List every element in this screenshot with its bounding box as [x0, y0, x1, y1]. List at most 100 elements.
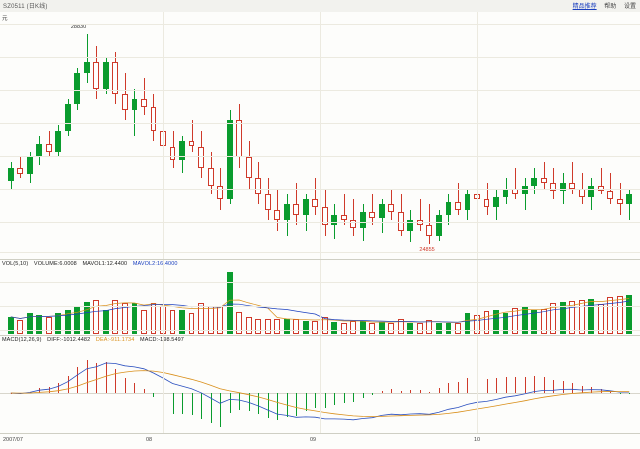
grid-line-v [477, 336, 478, 434]
candle-wick [391, 188, 392, 221]
top-links: 精品推荐 帮助 设置 [567, 1, 636, 10]
macd-bar [487, 378, 488, 393]
macd-bar [410, 389, 411, 393]
macd-bar [515, 377, 516, 393]
link-settings[interactable]: 设置 [623, 4, 636, 10]
candle-body [64, 104, 71, 131]
candle-body [312, 199, 319, 208]
candle-wick [315, 178, 316, 215]
volume-bar [464, 312, 471, 334]
volume-bar [369, 322, 376, 334]
macd-bar [296, 393, 297, 417]
macd-bar [192, 393, 193, 415]
macd-bar [315, 393, 316, 408]
candle-body [17, 167, 24, 174]
volume-bar [93, 299, 100, 334]
candle-body [569, 183, 576, 189]
candle-body [597, 185, 604, 192]
macd-bar [134, 383, 135, 393]
grid-line-v [163, 12, 164, 259]
macd-header: MACD(12,26,9) DIFF:-1012.4482 DEA:-911.1… [2, 337, 184, 343]
macd-bar [182, 393, 183, 415]
candle-body [179, 141, 185, 160]
grid-line-v [320, 12, 321, 259]
candle-body [426, 225, 433, 236]
candle-body [264, 193, 271, 210]
candle-body [616, 199, 623, 205]
candle-body [321, 207, 328, 226]
candle-body [217, 185, 224, 200]
high-annotation: 28830 [70, 24, 87, 31]
macd-bar [534, 375, 535, 393]
volume-bar [531, 310, 538, 334]
volume-bar [74, 306, 81, 334]
volume-header-ma1: MAVOL1:12.4400 [82, 261, 128, 267]
volume-bar [7, 316, 14, 334]
candle-body [607, 191, 614, 200]
volume-bar [559, 302, 566, 334]
volume-bar [607, 297, 614, 334]
macd-bar [496, 378, 497, 393]
candle-wick [629, 188, 630, 221]
candle-body [540, 178, 547, 184]
volume-bar [416, 322, 423, 334]
candle-body [302, 199, 309, 215]
volume-panel: VOL(5,10) VOLUME:6.0008 MAVOL1:12.4400 M… [0, 259, 640, 336]
candle-body [331, 214, 338, 226]
volume-header: VOL(5,10) VOLUME:6.0008 MAVOL1:12.4400 M… [2, 261, 178, 267]
volume-bar [550, 303, 557, 334]
macd-header-macd: MACD:-198.5497 [140, 337, 184, 343]
macd-header-dea: DEA:-911.1734 [95, 337, 135, 343]
volume-bar [45, 316, 52, 334]
link-help[interactable]: 帮助 [604, 4, 617, 10]
candle-wick [134, 88, 135, 136]
macd-bar [68, 375, 69, 393]
link-recommend[interactable]: 精品推荐 [572, 4, 597, 10]
candle-body [36, 143, 43, 158]
candle-body [464, 193, 471, 210]
macd-bar [363, 393, 364, 398]
volume-bar [407, 322, 414, 334]
grid-line-v [163, 336, 164, 434]
candle-body [93, 62, 100, 89]
candle-body [26, 157, 33, 174]
macd-bar [382, 390, 383, 393]
candle-body [131, 99, 138, 110]
volume-header-ma2: MAVOL2:16.4000 [132, 261, 178, 267]
candle-body [83, 62, 90, 73]
macd-bar [77, 366, 78, 393]
volume-bar [426, 320, 433, 334]
volume-bar [64, 309, 71, 334]
macd-bar [420, 389, 421, 393]
macd-bar [458, 382, 459, 393]
x-axis: 2007/07 08 09 10 [0, 433, 640, 449]
candle-wick [620, 183, 621, 215]
macd-bar [211, 393, 212, 424]
candle-wick [372, 193, 373, 226]
volume-bar [350, 321, 357, 334]
macd-header-main: MACD(12,26,9) [2, 337, 42, 343]
volume-bar [331, 322, 338, 334]
candle-body [340, 214, 347, 221]
candle-body [483, 199, 490, 208]
volume-bar [512, 307, 518, 334]
candle-body [369, 212, 376, 218]
macd-bar [306, 393, 307, 411]
volume-bar [283, 319, 290, 334]
volume-bar [112, 299, 119, 334]
macd-bar [87, 360, 88, 393]
macd-bar [201, 393, 202, 419]
candle-body [559, 183, 566, 192]
candle-body [102, 62, 109, 89]
candle-wick [87, 34, 88, 84]
volume-bar [312, 321, 319, 334]
volume-bar [255, 319, 262, 334]
macd-bar [439, 388, 440, 393]
volume-bar [226, 272, 233, 334]
macd-bar [525, 376, 526, 393]
candle-body [435, 214, 442, 236]
volume-bar [340, 322, 347, 334]
candle-body [455, 201, 461, 210]
macd-bar [553, 379, 554, 393]
macd-bar [249, 393, 250, 412]
